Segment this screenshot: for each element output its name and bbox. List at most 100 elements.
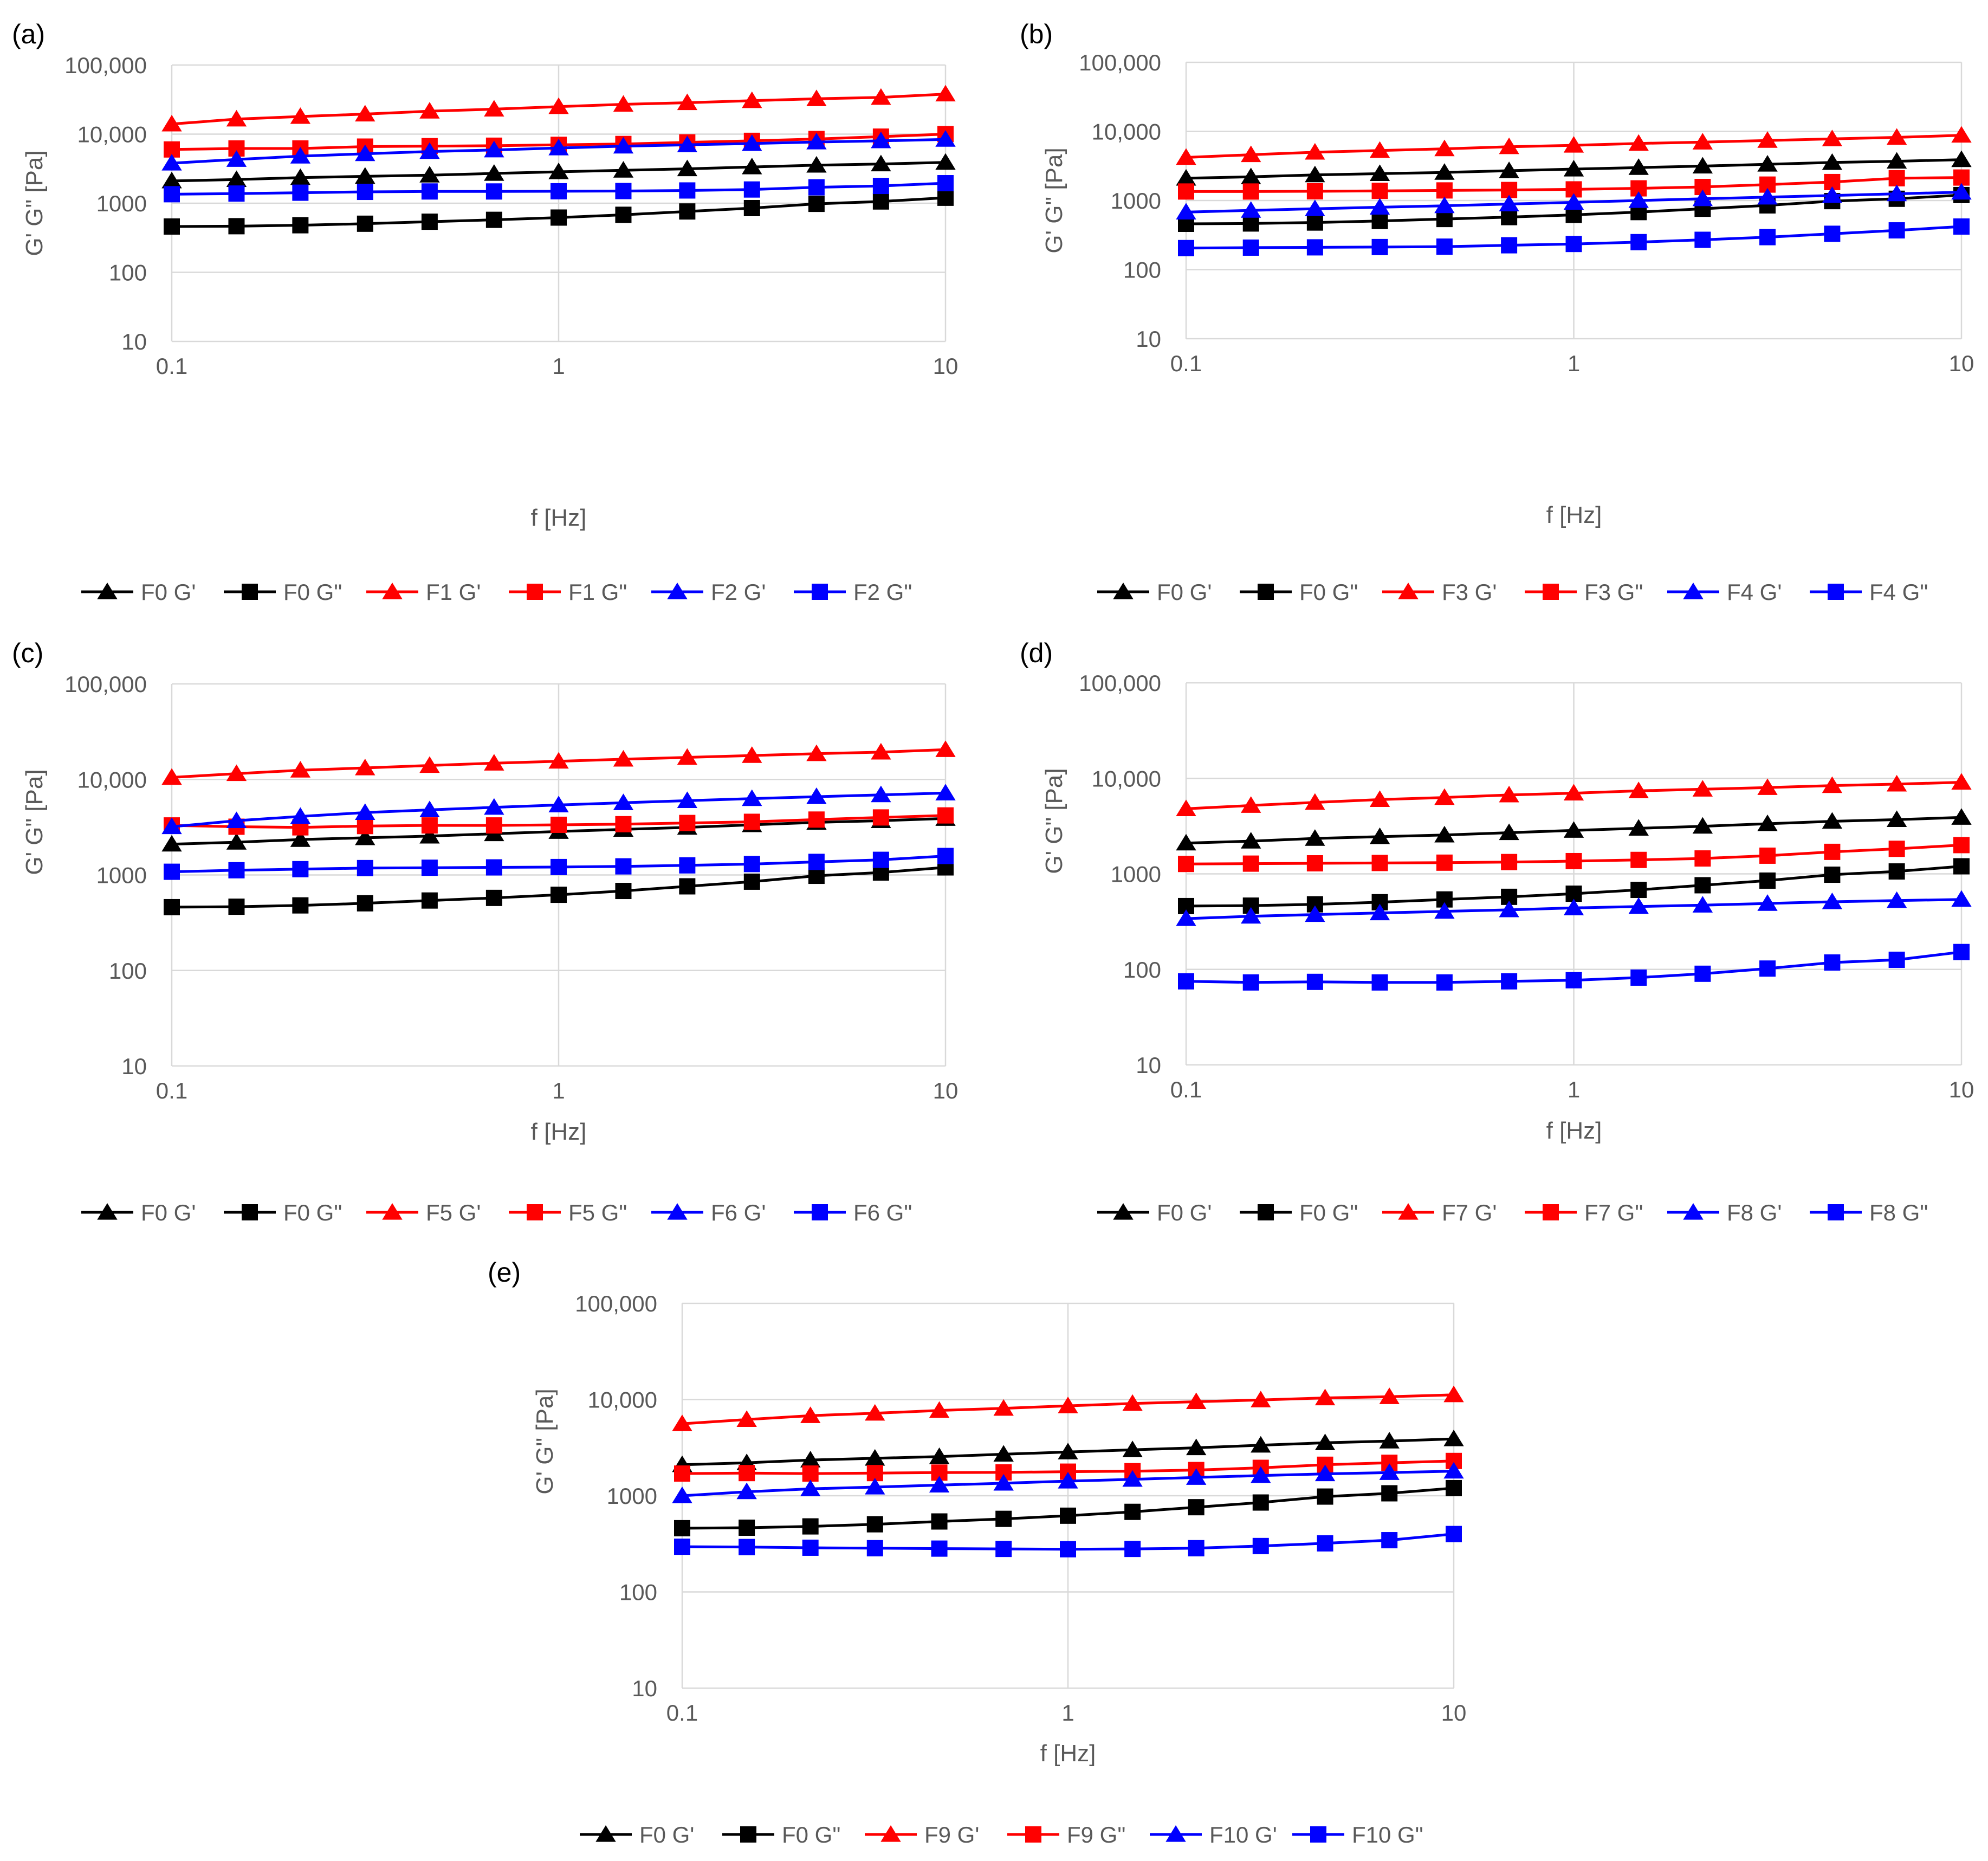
x-axis-label: f [Hz] xyxy=(531,505,587,531)
data-point xyxy=(871,785,891,803)
data-point xyxy=(292,861,309,877)
legend-item: F0 G" xyxy=(1240,579,1358,605)
data-point xyxy=(1630,882,1647,899)
series xyxy=(674,1526,1462,1558)
data-point xyxy=(1694,850,1711,867)
data-point xyxy=(421,892,438,909)
data-point xyxy=(613,161,634,178)
data-point xyxy=(228,218,245,235)
legend-label: F0 G" xyxy=(782,1822,840,1847)
data-point xyxy=(164,863,180,880)
data-point xyxy=(1242,974,1259,991)
legend-item: F6 G" xyxy=(794,1200,912,1225)
data-point xyxy=(1242,855,1259,872)
legend-label: F6 G' xyxy=(711,1200,766,1225)
data-point xyxy=(1379,1432,1400,1449)
data-point xyxy=(1369,198,1390,215)
data-point xyxy=(1317,1488,1333,1505)
data-point xyxy=(935,153,956,170)
data-point xyxy=(1759,960,1776,977)
y-tick-label: 100,000 xyxy=(1079,50,1161,75)
data-point xyxy=(742,91,762,108)
data-point xyxy=(226,170,247,187)
data-point xyxy=(164,899,180,915)
data-point xyxy=(808,868,825,884)
legend-marker xyxy=(1683,583,1704,599)
x-tick-label: 10 xyxy=(933,353,959,379)
data-point xyxy=(1822,130,1843,146)
y-tick-label: 100 xyxy=(619,1580,657,1605)
series xyxy=(1176,773,1972,817)
data-point xyxy=(1888,841,1905,857)
data-point xyxy=(357,895,373,912)
y-tick-label: 1000 xyxy=(607,1483,657,1509)
legend-item: F9 G' xyxy=(865,1822,979,1847)
legend-label: F0 G" xyxy=(1299,579,1358,605)
data-point xyxy=(1499,195,1519,212)
data-point xyxy=(1888,170,1905,186)
data-point xyxy=(1953,944,1970,960)
data-point xyxy=(1692,817,1713,834)
series xyxy=(164,175,954,203)
y-tick-label: 10,000 xyxy=(77,767,147,792)
x-axis-label: f [Hz] xyxy=(1040,1740,1096,1767)
data-point xyxy=(1305,143,1325,160)
legend-label: F0 G" xyxy=(1299,1200,1358,1225)
legend-label: F8 G' xyxy=(1727,1200,1782,1225)
data-point xyxy=(935,85,956,102)
data-point xyxy=(1757,894,1778,911)
legend-item: F0 G' xyxy=(81,579,196,605)
data-point xyxy=(1176,203,1196,219)
data-point xyxy=(615,816,632,832)
x-tick-label: 0.1 xyxy=(1170,1077,1202,1102)
data-point xyxy=(357,215,373,232)
legend-marker xyxy=(527,1204,543,1220)
data-point xyxy=(484,798,504,815)
data-point xyxy=(743,181,760,198)
data-point xyxy=(1886,152,1907,169)
data-point xyxy=(739,1465,755,1482)
data-point xyxy=(1499,785,1519,803)
data-point xyxy=(872,193,889,210)
data-point xyxy=(551,183,567,199)
data-point xyxy=(736,1482,757,1500)
panel-e: (e) 10 100 1000 10,000 100,000 0.1 1 10 f [Hz] G' … xyxy=(488,1257,1466,1847)
data-point xyxy=(485,211,502,228)
data-point xyxy=(290,147,311,164)
data-point xyxy=(1436,854,1453,871)
legend-item: F0 G' xyxy=(1097,579,1212,605)
legend-item: F0 G' xyxy=(81,1200,196,1225)
data-point xyxy=(739,1520,755,1536)
data-point xyxy=(1252,1537,1269,1554)
legend-label: F3 G' xyxy=(1442,579,1497,605)
data-point xyxy=(1499,900,1519,917)
series xyxy=(672,1385,1464,1431)
x-axis-label: f [Hz] xyxy=(1546,502,1602,528)
data-point xyxy=(1306,855,1323,872)
data-point xyxy=(484,100,504,117)
data-point xyxy=(1443,1385,1464,1403)
legend-label: F9 G" xyxy=(1067,1822,1125,1847)
data-point xyxy=(672,1487,692,1503)
data-point xyxy=(871,154,891,172)
y-tick-label: 10,000 xyxy=(77,122,147,147)
data-point xyxy=(484,754,504,771)
data-point xyxy=(1314,1433,1336,1450)
data-point xyxy=(1628,191,1649,208)
data-point xyxy=(1242,183,1259,200)
data-point xyxy=(290,168,311,185)
data-point xyxy=(993,1445,1014,1462)
legend-marker xyxy=(242,584,258,600)
legend-item: F0 G' xyxy=(1097,1200,1212,1225)
legend-label: F0 G" xyxy=(283,579,342,605)
y-tick-label: 100,000 xyxy=(64,671,147,697)
data-point xyxy=(292,184,309,201)
data-point xyxy=(1369,164,1390,181)
y-tick-label: 100 xyxy=(109,260,147,286)
data-point xyxy=(1501,209,1518,225)
data-point xyxy=(419,826,440,844)
x-tick-label: 10 xyxy=(1949,351,1974,376)
series xyxy=(161,740,956,785)
x-tick-label: 1 xyxy=(552,353,565,379)
panel-label: (d) xyxy=(1020,638,1053,668)
